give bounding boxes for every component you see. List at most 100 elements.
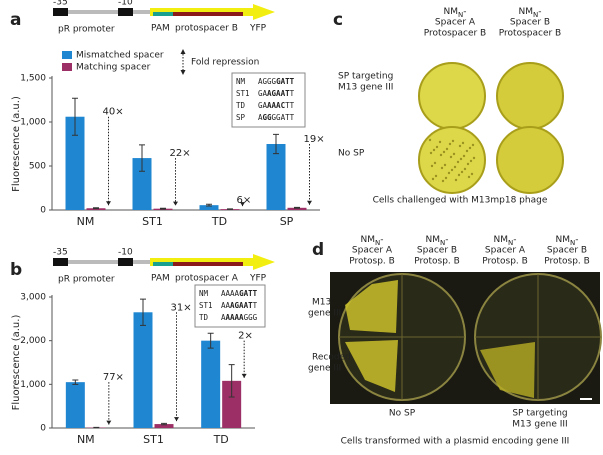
bar bbox=[201, 340, 221, 428]
plaque bbox=[429, 151, 433, 155]
plate bbox=[496, 126, 564, 194]
sequence-segment: T bbox=[290, 89, 295, 98]
plaque bbox=[435, 145, 439, 149]
column-header: NMN- bbox=[519, 7, 542, 20]
plaque bbox=[453, 165, 457, 169]
header-name: NM bbox=[361, 235, 376, 245]
sequence-segment: AGAAT bbox=[230, 301, 253, 310]
bar bbox=[132, 158, 152, 210]
panel-label: c bbox=[333, 10, 343, 30]
construct-label: pR promoter bbox=[58, 275, 115, 285]
sequence-segment: GGATT bbox=[272, 113, 295, 122]
y-tick-label: 1,000 bbox=[20, 380, 46, 390]
error-bar bbox=[227, 208, 233, 210]
plate bbox=[496, 62, 564, 130]
error-bar bbox=[72, 379, 79, 385]
bar bbox=[266, 144, 286, 210]
spacer-line bbox=[133, 10, 150, 14]
sequence-segment: T bbox=[253, 301, 258, 310]
fold-arrowhead bbox=[241, 373, 247, 378]
header-name: NM bbox=[556, 235, 571, 245]
header-tail: - bbox=[463, 7, 466, 17]
protospacer-box bbox=[173, 12, 243, 16]
row-label: No SP bbox=[338, 149, 365, 159]
plaque bbox=[449, 155, 453, 159]
column-header: Spacer A bbox=[485, 246, 526, 256]
row-label: M13 bbox=[312, 298, 331, 308]
sequence-name: NM bbox=[236, 77, 246, 86]
fold-key-head bbox=[180, 49, 186, 54]
x-tick-label: TD bbox=[211, 215, 227, 228]
error-bar bbox=[93, 207, 99, 210]
plaque bbox=[433, 161, 437, 165]
fold-label: 77× bbox=[103, 372, 124, 383]
fold-label: 40× bbox=[103, 107, 124, 118]
colony-smear bbox=[345, 340, 398, 392]
header-sub: N bbox=[440, 239, 445, 247]
fold-label: 2× bbox=[238, 331, 253, 342]
sequence: AAAAGATT bbox=[221, 289, 258, 298]
error-bar bbox=[206, 203, 212, 207]
protospacer-box bbox=[173, 262, 243, 266]
plaque bbox=[463, 167, 467, 171]
plate-label: SP targeting bbox=[512, 409, 567, 419]
column-header: NMN- bbox=[426, 235, 449, 248]
plaque bbox=[460, 170, 464, 174]
promoter-box bbox=[53, 258, 68, 266]
sequence-segment: GG bbox=[263, 113, 273, 122]
plaque bbox=[457, 173, 461, 177]
plaque bbox=[445, 147, 449, 151]
caption: Cells transformed with a plasmid encodin… bbox=[341, 437, 570, 447]
y-tick-label: 0 bbox=[40, 206, 46, 216]
legend-label: Matching spacer bbox=[76, 63, 151, 73]
bar bbox=[154, 424, 174, 428]
sequence-name: TD bbox=[236, 101, 246, 110]
error-bar bbox=[140, 298, 146, 326]
column-header: NMN- bbox=[361, 235, 384, 248]
plaque bbox=[432, 148, 436, 152]
x-tick-label: ST1 bbox=[143, 433, 164, 446]
x-tick-label: ST1 bbox=[142, 215, 163, 228]
pam-box bbox=[153, 12, 173, 16]
construct-label: PAM bbox=[151, 274, 170, 284]
column-header: Protosp. B bbox=[349, 257, 395, 267]
header-tail: - bbox=[538, 7, 541, 17]
spacer-line bbox=[68, 10, 118, 14]
plaque bbox=[440, 166, 444, 170]
row-label: SP targeting bbox=[338, 72, 393, 82]
plaque bbox=[465, 149, 469, 153]
sequence-segment: A bbox=[258, 113, 263, 122]
sequence-segment: AGGG bbox=[258, 77, 277, 86]
fold-arrowhead bbox=[173, 201, 178, 206]
plaque bbox=[456, 160, 460, 164]
fold-arrowhead bbox=[174, 417, 179, 422]
bar bbox=[65, 382, 85, 428]
header-name: NM bbox=[444, 7, 459, 17]
sequence-segment: GATT bbox=[276, 77, 295, 86]
fold-key-head bbox=[180, 70, 186, 75]
column-header: Spacer A bbox=[352, 246, 393, 256]
plaque bbox=[438, 140, 442, 144]
plaque bbox=[443, 163, 447, 167]
sequence-segment: AAAA bbox=[226, 313, 245, 322]
spacer-line bbox=[68, 260, 118, 264]
column-header: Spacer B bbox=[547, 246, 587, 256]
construct-label: protospacer B bbox=[175, 24, 238, 34]
header-sub: N bbox=[508, 239, 513, 247]
sequence-segment: AAAC bbox=[267, 101, 285, 110]
error-bar bbox=[207, 332, 214, 349]
plate-label: No SP bbox=[389, 409, 416, 419]
column-header: Spacer A bbox=[435, 18, 476, 28]
error-bar bbox=[160, 207, 166, 210]
x-tick-label: TD bbox=[213, 433, 229, 446]
header-name: NM bbox=[494, 235, 509, 245]
plaque bbox=[468, 146, 472, 150]
plaque bbox=[442, 150, 446, 154]
construct-label: YFP bbox=[249, 24, 267, 34]
plaque bbox=[470, 172, 474, 176]
y-axis-label: Fluorescence (a.u.) bbox=[11, 96, 22, 192]
sequence-segment: GATT bbox=[239, 289, 258, 298]
header-sub: N bbox=[375, 239, 380, 247]
